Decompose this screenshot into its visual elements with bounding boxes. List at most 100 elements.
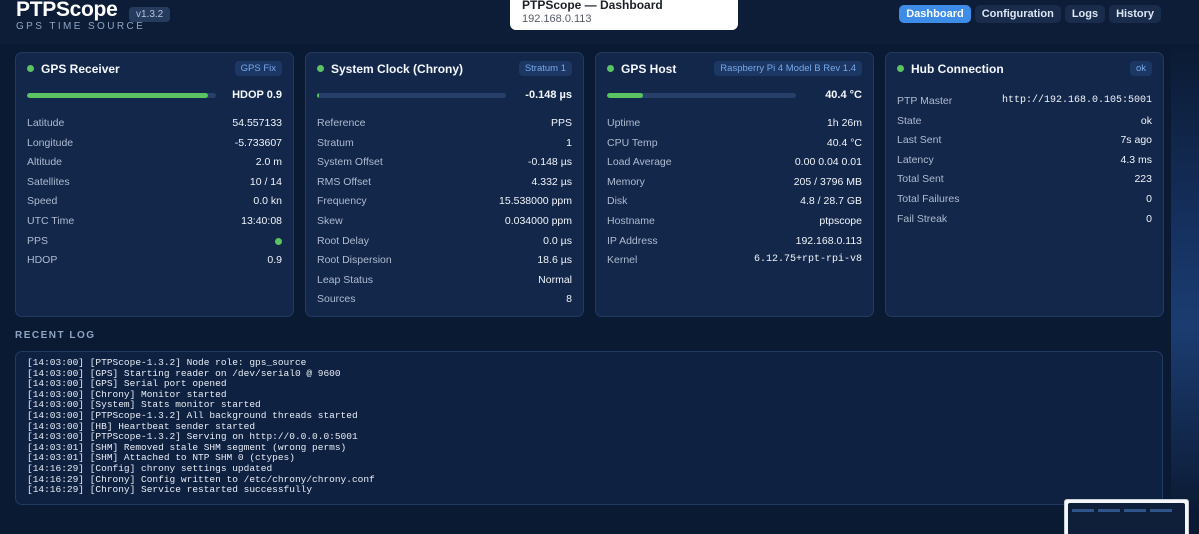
ptp-master-url[interactable]: http://192.168.0.105:5001 (1001, 95, 1152, 106)
info-value: 0.0 µs (543, 234, 572, 247)
background-edge (1171, 44, 1199, 514)
info-label: Hostname (607, 214, 655, 227)
info-value: 4.3 ms (1120, 153, 1152, 166)
info-value: 7s ago (1120, 134, 1152, 147)
info-row: UTC Time 13:40:08 (27, 213, 282, 233)
info-label: Altitude (27, 156, 63, 169)
info-label: Kernel (607, 254, 638, 267)
info-row: Total Failures 0 (897, 191, 1152, 211)
info-row: Last Sent 7s ago (897, 132, 1152, 152)
info-value: 4.332 µs (531, 175, 573, 188)
info-label: UTC Time (27, 214, 75, 227)
info-label: System Offset (317, 156, 383, 169)
info-value: 1 (566, 136, 572, 149)
tooltip-title: PTPScope — Dashboard (522, 0, 663, 12)
info-row: Root Delay 0.0 µs (317, 233, 572, 253)
info-value: ptpscope (819, 214, 862, 227)
recent-log-panel[interactable]: [14:03:00] [PTPScope-1.3.2] Node role: g… (15, 351, 1163, 505)
log-line: [14:16:29] [Chrony] Config written to /e… (27, 473, 375, 485)
info-label: Stratum (317, 136, 354, 149)
log-line: [14:16:29] [Chrony] Service restarted su… (27, 484, 313, 496)
main-nav: Dashboard Configuration Logs History (899, 5, 1161, 23)
info-value: 40.4 °C (826, 136, 862, 149)
gps-receiver-card: GPS Receiver GPS Fix HDOP 0.9 Latitude 54… (15, 52, 294, 317)
info-row: PTP Master http://192.168.0.105:5001 (897, 93, 1152, 113)
nav-history-button[interactable]: History (1109, 5, 1161, 23)
top-bar: PTPScope GPS TIME SOURCE v1.3.2 PTPScope… (0, 0, 1199, 44)
info-value: PPS (550, 117, 572, 129)
cpu-temp-bar-value: 40.4 °C (825, 89, 862, 101)
log-line: [14:03:01] [SHM] Attached to NTP SHM 0 (… (27, 452, 295, 464)
gps-info-list: Latitude 54.557133 Longitude -5.733607 Alt… (27, 115, 282, 272)
info-label: Last Sent (897, 134, 942, 147)
info-label: Root Dispersion (317, 254, 392, 267)
offset-progress-bar (317, 93, 506, 98)
gps-card-title: GPS Receiver (41, 62, 120, 76)
log-line: [14:03:01] [SHM] Removed stale SHM segme… (27, 441, 347, 453)
info-label: Longitude (27, 136, 74, 149)
log-line: [14:03:00] [PTPScope-1.3.2] Serving on h… (27, 431, 358, 443)
system-clock-card: System Clock (Chrony) Stratum 1 -0.148 µ… (305, 52, 584, 317)
info-label: Speed (27, 195, 58, 208)
hub-info-list: PTP Master http://192.168.0.105:5001 Stat… (897, 93, 1152, 230)
info-label: Load Average (607, 156, 672, 169)
info-value: 0 (1146, 212, 1152, 225)
info-value: 0.00 0.04 0.01 (794, 156, 862, 169)
tooltip-address: 192.168.0.113 (522, 13, 592, 25)
info-label: Sources (317, 293, 356, 306)
nav-dashboard-button[interactable]: Dashboard (899, 5, 971, 23)
info-value: 0.0 kn (253, 195, 282, 208)
log-line: [14:03:00] [GPS] Serial port opened (27, 378, 227, 390)
hub-state-badge: ok (1129, 61, 1152, 76)
log-line: [14:03:00] [HB] Heartbeat sender started (27, 420, 256, 432)
info-value: 0 (1146, 192, 1152, 205)
log-line: [14:03:00] [Chrony] Monitor started (27, 388, 227, 400)
offset-progress-fill (317, 93, 319, 98)
info-label: Fail Streak (897, 212, 948, 225)
info-row: Total Sent 223 (897, 171, 1152, 191)
hdop-bar-value: HDOP 0.9 (232, 89, 282, 101)
nav-configuration-button[interactable]: Configuration (974, 5, 1061, 23)
info-row: Disk 4.8 / 28.7 GB (607, 193, 862, 213)
info-row: State ok (897, 113, 1152, 133)
info-row: Frequency 15.538000 ppm (317, 193, 572, 213)
info-value: 10 / 14 (249, 175, 282, 188)
offset-bar-value: -0.148 µs (525, 89, 572, 101)
info-value: 54.557133 (232, 117, 282, 129)
recent-log-heading: RECENT LOG (15, 330, 96, 341)
info-row: Stratum 1 (317, 135, 572, 155)
info-value: 13:40:08 (241, 214, 282, 227)
info-row: Latitude 54.557133 (27, 115, 282, 135)
gps-host-card: GPS Host Raspberry Pi 4 Model B Rev 1.4 … (595, 52, 874, 317)
gps-fix-badge: GPS Fix (234, 61, 282, 76)
pps-status-dot-icon (275, 237, 282, 245)
hub-status-dot-icon (897, 65, 904, 72)
info-row: Speed 0.0 kn (27, 193, 282, 213)
info-row: Sources 8 (317, 291, 572, 311)
info-row: Altitude 2.0 m (27, 154, 282, 174)
app-subtitle: GPS TIME SOURCE (16, 21, 146, 32)
info-row: Fail Streak 0 (897, 211, 1152, 231)
window-thumbnail[interactable] (1064, 499, 1189, 534)
info-row: Kernel 6.12.75+rpt-rpi-v8 (607, 252, 862, 272)
info-label: CPU Temp (607, 136, 658, 149)
hdop-progress-fill (27, 93, 209, 98)
info-row: Root Dispersion 18.6 µs (317, 252, 572, 272)
info-value: Normal (538, 273, 572, 286)
info-row: IP Address 192.168.0.113 (607, 233, 862, 253)
info-label: Root Delay (317, 234, 369, 247)
info-label: Satellites (27, 175, 70, 188)
info-label: HDOP (27, 254, 58, 267)
app-logo[interactable]: PTPScope GPS TIME SOURCE (16, 0, 145, 32)
info-label: RMS Offset (317, 175, 372, 188)
host-info-list: Uptime 1h 26m CPU Temp 40.4 °C Load Averag… (607, 115, 862, 272)
clock-status-dot-icon (317, 65, 324, 72)
nav-logs-button[interactable]: Logs (1064, 5, 1106, 23)
info-label: Uptime (607, 117, 641, 129)
host-model-badge: Raspberry Pi 4 Model B Rev 1.4 (714, 61, 862, 76)
info-row: Longitude -5.733607 (27, 135, 282, 155)
log-line: [14:03:00] [PTPScope-1.3.2] Node role: g… (27, 357, 307, 368)
info-value: 0.034000 ppm (504, 214, 572, 227)
info-label: Skew (317, 214, 343, 227)
info-value: 6.12.75+rpt-rpi-v8 (753, 254, 862, 266)
